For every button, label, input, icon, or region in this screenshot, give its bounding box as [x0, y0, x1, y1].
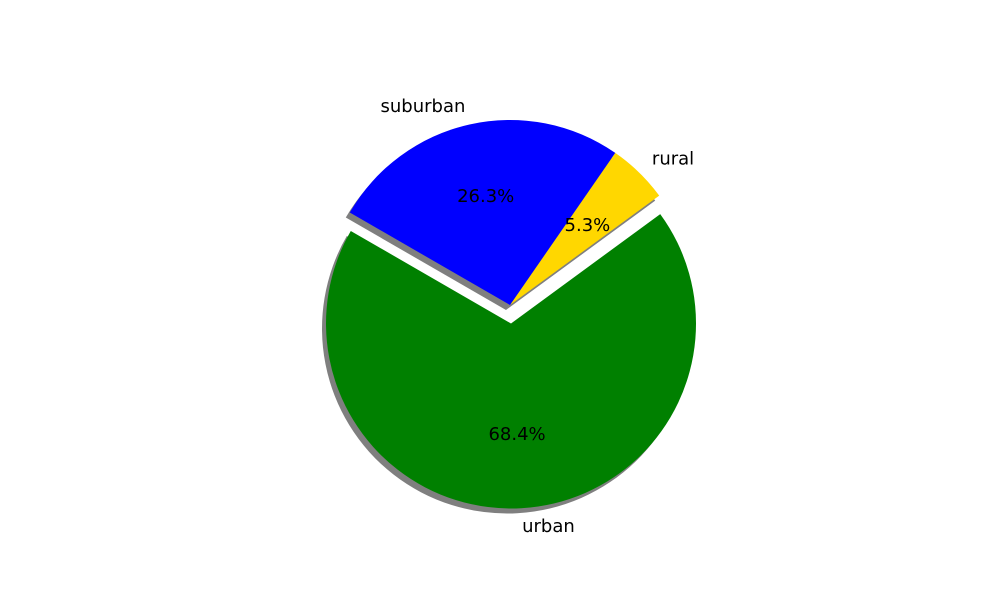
- slice-label-rural: rural: [652, 149, 694, 170]
- pie-labels: urban 68.4% rural 5.3% suburban 26.3%: [381, 96, 695, 537]
- slice-suburban: [349, 119, 616, 305]
- slice-label-suburban: suburban: [381, 96, 466, 117]
- slice-rural: [510, 152, 660, 305]
- slice-urban: [326, 214, 697, 509]
- slice-percent-urban: 68.4%: [488, 424, 545, 445]
- slice-percent-rural: 5.3%: [565, 215, 611, 236]
- pie-slices: [326, 119, 697, 509]
- slice-label-urban: urban: [522, 516, 575, 537]
- slice-percent-suburban: 26.3%: [457, 186, 514, 207]
